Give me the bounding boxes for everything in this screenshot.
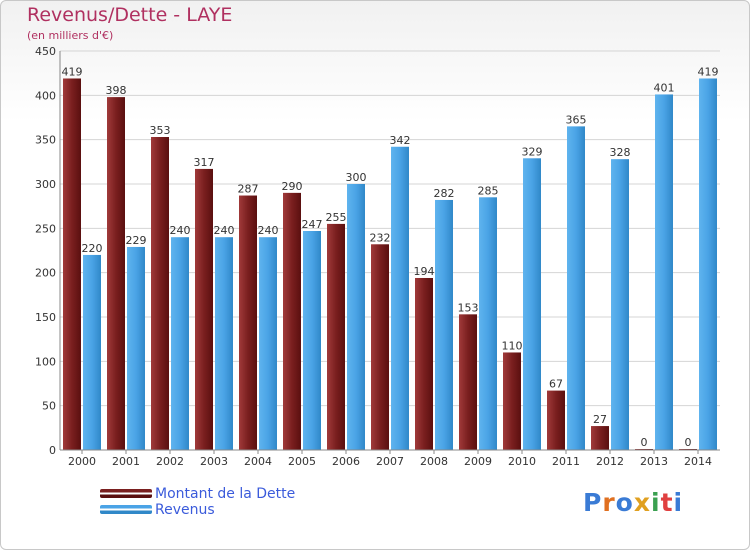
data-label-revenus: 328 (610, 146, 631, 159)
data-label-dette: 353 (150, 124, 171, 137)
data-label-dette: 398 (106, 84, 127, 97)
bar-revenus (347, 184, 365, 450)
legend-label-dette: Montant de la Dette (155, 486, 296, 502)
y-tick-label: 150 (35, 311, 56, 324)
bar-revenus (215, 237, 233, 450)
y-tick-label: 400 (35, 89, 56, 102)
data-label-revenus: 240 (170, 224, 191, 237)
data-label-revenus: 240 (258, 224, 279, 237)
data-label-dette: 194 (414, 265, 435, 278)
bar-revenus (127, 246, 145, 450)
bar-dette (459, 314, 477, 450)
y-tick-label: 100 (35, 355, 56, 368)
legend-label-revenus: Revenus (155, 502, 215, 518)
x-tick-label: 2004 (244, 455, 272, 468)
proxiti-logo: Proxiti (583, 488, 683, 517)
bar-dette (547, 390, 565, 450)
data-label-revenus: 220 (82, 242, 103, 255)
bar-dette (107, 97, 125, 451)
logo-letter: o (615, 488, 634, 517)
legend-swatch-dette (100, 489, 152, 498)
x-tick-label: 2009 (464, 455, 492, 468)
chart-subtitle: (en milliers d'€) (27, 29, 114, 42)
bar-revenus (611, 159, 629, 450)
bar-dette (503, 352, 521, 450)
bar-revenus (699, 78, 717, 450)
bar-revenus (391, 146, 409, 450)
y-tick-label: 250 (35, 222, 56, 235)
bar-dette (239, 195, 257, 450)
data-label-dette: 290 (282, 180, 303, 193)
data-label-revenus: 282 (434, 187, 455, 200)
bar-dette (327, 223, 345, 450)
x-tick-label: 2005 (288, 455, 316, 468)
data-label-revenus: 401 (654, 81, 675, 94)
data-label-revenus: 342 (390, 134, 411, 147)
x-tick-label: 2008 (420, 455, 448, 468)
x-tick-label: 2010 (508, 455, 536, 468)
data-label-dette: 153 (458, 301, 479, 314)
logo-letter: i (651, 488, 661, 517)
bar-revenus (171, 237, 189, 450)
bar-dette (195, 168, 213, 450)
y-tick-label: 50 (42, 400, 56, 413)
x-tick-label: 2014 (684, 455, 712, 468)
chart-title: Revenus/Dette - LAYE (27, 4, 233, 26)
bar-revenus (259, 237, 277, 450)
data-label-dette: 419 (62, 65, 83, 78)
x-tick-label: 2000 (68, 455, 96, 468)
bar-dette (283, 192, 301, 450)
bar-dette (63, 78, 81, 450)
logo-letter: t (660, 488, 674, 517)
data-label-dette: 0 (685, 436, 692, 449)
y-tick-label: 300 (35, 178, 56, 191)
bar-dette (151, 137, 169, 451)
data-label-revenus: 240 (214, 224, 235, 237)
bar-revenus (303, 230, 321, 450)
data-label-dette: 232 (370, 231, 391, 244)
data-label-revenus: 285 (478, 184, 499, 197)
data-label-dette: 110 (502, 339, 523, 352)
x-tick-label: 2007 (376, 455, 404, 468)
logo-letter: r (602, 488, 616, 517)
x-tick-label: 2006 (332, 455, 360, 468)
y-tick-label: 200 (35, 267, 56, 280)
bar-dette (415, 277, 433, 450)
x-tick-label: 2013 (640, 455, 668, 468)
x-tick-label: 2003 (200, 455, 228, 468)
bar-revenus (523, 158, 541, 450)
data-label-revenus: 419 (698, 65, 719, 78)
bar-revenus (479, 197, 497, 450)
y-tick-label: 350 (35, 134, 56, 147)
data-label-dette: 255 (326, 211, 347, 224)
data-label-dette: 287 (238, 183, 259, 196)
data-label-dette: 0 (641, 436, 648, 449)
data-label-revenus: 365 (566, 113, 587, 126)
x-tick-label: 2012 (596, 455, 624, 468)
data-label-dette: 27 (593, 413, 607, 426)
bar-dette (371, 244, 389, 450)
x-tick-label: 2002 (156, 455, 184, 468)
x-tick-label: 2011 (552, 455, 580, 468)
x-tick-label: 2001 (112, 455, 140, 468)
data-label-revenus: 247 (302, 218, 323, 231)
bar-revenus (435, 199, 453, 450)
legend-swatch-revenus (100, 505, 152, 514)
y-tick-label: 450 (35, 45, 56, 58)
bar-revenus (655, 94, 673, 451)
data-label-dette: 67 (549, 378, 563, 391)
bar-revenus (567, 126, 585, 450)
data-label-revenus: 229 (126, 234, 147, 247)
bar-revenus (83, 254, 101, 450)
data-label-revenus: 329 (522, 145, 543, 158)
data-label-dette: 317 (194, 156, 215, 169)
bar-dette (591, 426, 609, 450)
logo-letter: i (673, 488, 684, 517)
logo-letter: x (633, 488, 651, 517)
y-tick-label: 0 (49, 444, 56, 457)
logo-letter: P (583, 488, 603, 517)
data-label-revenus: 300 (346, 171, 367, 184)
